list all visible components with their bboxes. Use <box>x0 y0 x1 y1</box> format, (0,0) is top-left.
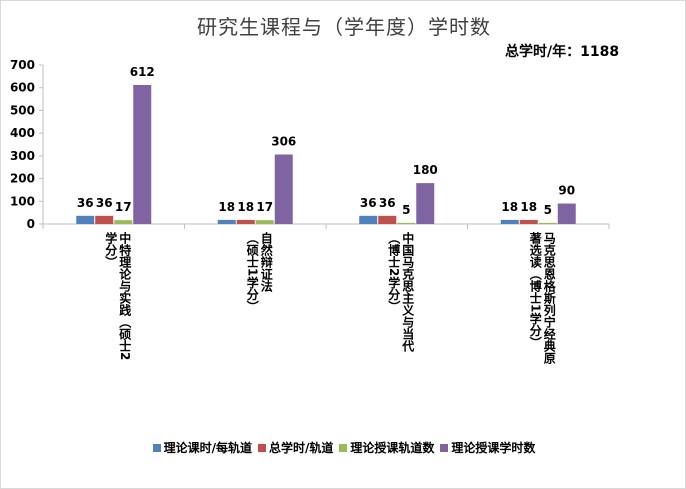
bar <box>557 203 576 224</box>
y-tick-label: 100 <box>10 194 35 208</box>
y-tick-label: 600 <box>10 81 35 95</box>
legend-item: 总学时/轨道 <box>257 439 334 456</box>
data-label: 36 <box>96 196 113 210</box>
bar <box>397 222 416 224</box>
data-label: 17 <box>256 200 273 214</box>
data-label: 90 <box>558 184 575 198</box>
data-label: 36 <box>379 196 396 210</box>
legend-swatch <box>257 443 266 452</box>
legend: 理论课时/每轨道 总学时/轨道 理论授课轨道数 理论授课学时数 <box>1 439 685 456</box>
data-label: 306 <box>271 134 296 148</box>
bar <box>378 215 397 224</box>
data-label: 18 <box>520 200 537 214</box>
y-tick-label: 200 <box>10 172 35 186</box>
data-label: 36 <box>360 196 377 210</box>
y-tick-label: 700 <box>10 58 35 72</box>
x-category-label: 自然辩证法 （硕士1学分） <box>245 232 274 313</box>
data-label: 180 <box>413 163 438 177</box>
bar <box>95 215 114 224</box>
bar <box>236 219 255 224</box>
bar <box>133 84 152 224</box>
legend-item: 理论课时/每轨道 <box>152 439 252 456</box>
y-tick-label: 500 <box>10 103 35 117</box>
legend-item: 理论授课学时数 <box>440 439 535 456</box>
data-label: 5 <box>544 203 552 217</box>
bar <box>500 219 519 224</box>
x-category-label: 马克思恩格斯列宁经典原 著选读（博士1学分） <box>528 232 557 364</box>
data-label: 17 <box>115 200 132 214</box>
y-tick-label: 400 <box>10 126 35 140</box>
bar <box>416 183 435 224</box>
data-label: 18 <box>237 200 254 214</box>
data-label: 5 <box>402 203 410 217</box>
x-category-label: 中国马克思主义与当代 （博士2学分） <box>386 232 415 352</box>
data-label: 36 <box>77 196 94 210</box>
bar <box>359 215 378 224</box>
legend-swatch <box>152 443 161 452</box>
legend-label: 理论授课轨道数 <box>350 441 435 455</box>
data-label: 18 <box>218 200 235 214</box>
bar <box>255 220 274 224</box>
legend-label: 总学时/轨道 <box>268 441 334 455</box>
bar <box>538 222 557 224</box>
y-tick-label: 300 <box>10 149 35 163</box>
legend-label: 理论课时/每轨道 <box>163 441 252 455</box>
legend-label: 理论授课学时数 <box>451 441 536 455</box>
bar <box>217 219 236 224</box>
legend-swatch <box>440 443 449 452</box>
bar <box>274 154 293 224</box>
chart-title: 研究生课程与（学年度）学时数 <box>197 15 491 39</box>
x-category-label: 中特理论与实践（硕士2 学分） <box>103 232 132 361</box>
legend-swatch <box>339 443 348 452</box>
data-label: 612 <box>130 65 155 79</box>
bar <box>114 220 133 224</box>
y-tick-label: 0 <box>27 217 35 231</box>
bar <box>76 215 95 224</box>
legend-item: 理论授课轨道数 <box>339 439 434 456</box>
bar <box>519 219 538 224</box>
total-hours-label: 总学时/年：1188 <box>505 44 620 60</box>
data-label: 18 <box>501 200 518 214</box>
